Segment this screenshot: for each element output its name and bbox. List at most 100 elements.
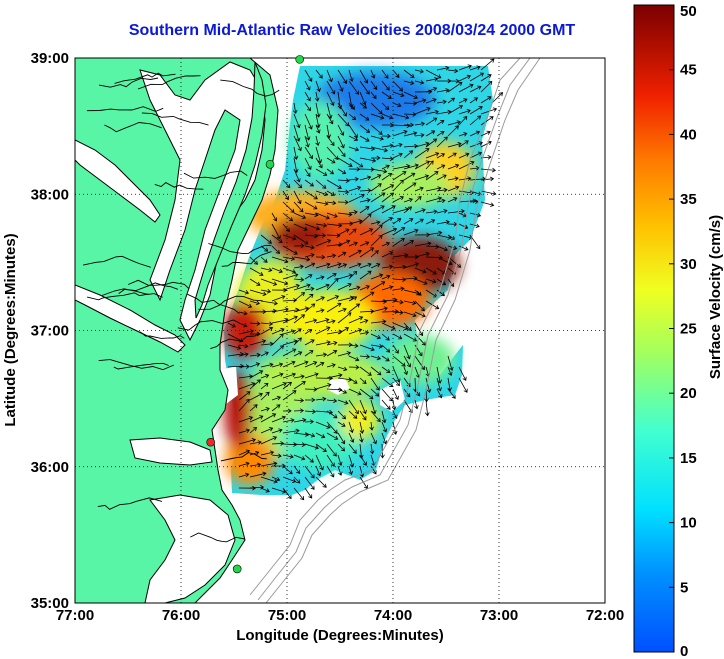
velocity-arrow xyxy=(348,80,360,95)
velocity-arrow xyxy=(304,303,316,313)
velocity-arrow xyxy=(414,208,426,214)
velocity-arrow xyxy=(326,80,336,95)
velocity-arrow xyxy=(381,227,398,236)
velocity-arrow xyxy=(260,450,275,456)
velocity-arrow xyxy=(304,397,316,403)
velocity-arrow xyxy=(315,383,332,390)
velocity-arrow xyxy=(271,372,284,379)
velocity-arrow xyxy=(348,296,358,302)
velocity-arrow xyxy=(326,262,342,269)
velocity-arrow xyxy=(315,146,323,164)
velocity-arrow xyxy=(381,133,391,139)
velocity-arrow xyxy=(293,234,309,245)
velocity-arrow xyxy=(348,270,358,280)
velocity-arrow xyxy=(359,330,370,336)
velocity-arrow xyxy=(282,348,297,357)
velocity-arrow xyxy=(238,416,254,423)
map-grid xyxy=(75,58,605,603)
velocity-arrow xyxy=(227,363,245,369)
x-axis-label: Longitude (Degrees:Minutes) xyxy=(236,627,444,644)
velocity-arrow xyxy=(359,206,370,214)
velocity-arrow xyxy=(249,415,264,423)
velocity-arrow xyxy=(271,223,281,240)
velocity-arrow xyxy=(414,160,430,170)
velocity-arrow xyxy=(282,256,296,261)
data-gap xyxy=(328,378,350,395)
velocity-arrow xyxy=(370,192,386,203)
velocity-arrow xyxy=(249,339,267,346)
velocity-arrow xyxy=(304,361,318,368)
velocity-arrow xyxy=(381,274,391,280)
velocity-arrow xyxy=(282,428,300,434)
velocity-arrow xyxy=(414,322,424,337)
velocity-arrow xyxy=(304,476,315,490)
velocity-arrow xyxy=(403,163,419,170)
velocity-arrow xyxy=(337,69,348,85)
velocity-arrow xyxy=(359,285,370,291)
velocity-arrow xyxy=(447,185,460,192)
velocity-arrow xyxy=(348,388,362,396)
velocity-arrow xyxy=(304,124,311,141)
velocity-arrow xyxy=(326,349,338,357)
velocity-arrow xyxy=(260,362,274,368)
velocity-arrow xyxy=(370,168,388,174)
velocity-arrow xyxy=(436,187,448,193)
colorbar xyxy=(633,4,675,653)
velocity-arrow xyxy=(436,278,447,286)
velocity-arrow xyxy=(424,399,430,417)
bathymetry-line xyxy=(257,58,531,601)
velocity-arrow xyxy=(348,303,361,313)
velocity-arrow xyxy=(369,443,375,455)
velocity-arrow xyxy=(315,308,325,313)
velocity-arrow xyxy=(381,309,399,314)
velocity-arrow xyxy=(370,465,377,475)
velocity-arrow xyxy=(403,182,417,192)
velocity-arrow xyxy=(304,387,318,392)
velocity-arrow xyxy=(348,209,358,215)
velocity-arrow xyxy=(370,80,378,91)
velocity-arrow xyxy=(392,252,409,258)
velocity-arrow xyxy=(447,278,455,287)
velocity-arrow xyxy=(403,172,416,181)
velocity-arrow xyxy=(447,142,462,148)
velocity-arrow xyxy=(359,213,372,225)
velocity-arrow xyxy=(315,157,323,169)
velocity-arrow xyxy=(304,293,314,302)
shoreline-detail xyxy=(97,497,163,510)
velocity-arrow xyxy=(370,205,385,214)
velocity-arrow xyxy=(381,69,389,79)
velocity-arrow xyxy=(293,337,302,346)
velocity-arrow xyxy=(260,326,274,335)
velocity-arrow xyxy=(370,234,383,247)
colorbar-tick-label: 20 xyxy=(680,385,697,402)
velocity-arrow xyxy=(282,267,297,274)
velocity-arrow xyxy=(293,135,302,152)
velocity-arrow xyxy=(326,443,337,457)
velocity-arrow xyxy=(447,81,463,93)
velocity-arrow xyxy=(304,168,311,178)
velocity-arrow xyxy=(370,355,381,361)
velocity-arrow xyxy=(293,306,309,313)
velocity-arrow xyxy=(337,312,352,324)
velocity-arrow xyxy=(260,234,272,244)
velocity-arrow xyxy=(359,124,371,133)
velocity-arrow xyxy=(403,131,418,137)
radar-station-marker xyxy=(295,55,305,64)
velocity-arrow xyxy=(414,311,426,318)
velocity-arrow xyxy=(425,196,443,203)
y-axis-label: Latitude (Degrees:Minutes) xyxy=(2,233,19,426)
velocity-arrow xyxy=(403,91,418,100)
velocity-arrow xyxy=(249,352,261,358)
velocity-arrow xyxy=(282,476,297,483)
velocity-arrow xyxy=(425,76,439,82)
velocity-arrow xyxy=(315,465,322,477)
velocity-arrow xyxy=(381,333,390,341)
velocity-arrow xyxy=(480,96,492,104)
velocity-arrow xyxy=(381,205,396,214)
velocity-arrow xyxy=(369,421,374,431)
velocity-arrow xyxy=(337,273,353,280)
velocity-arrow xyxy=(425,152,440,159)
shoreline-detail xyxy=(220,79,280,97)
velocity-arrow xyxy=(414,289,422,296)
